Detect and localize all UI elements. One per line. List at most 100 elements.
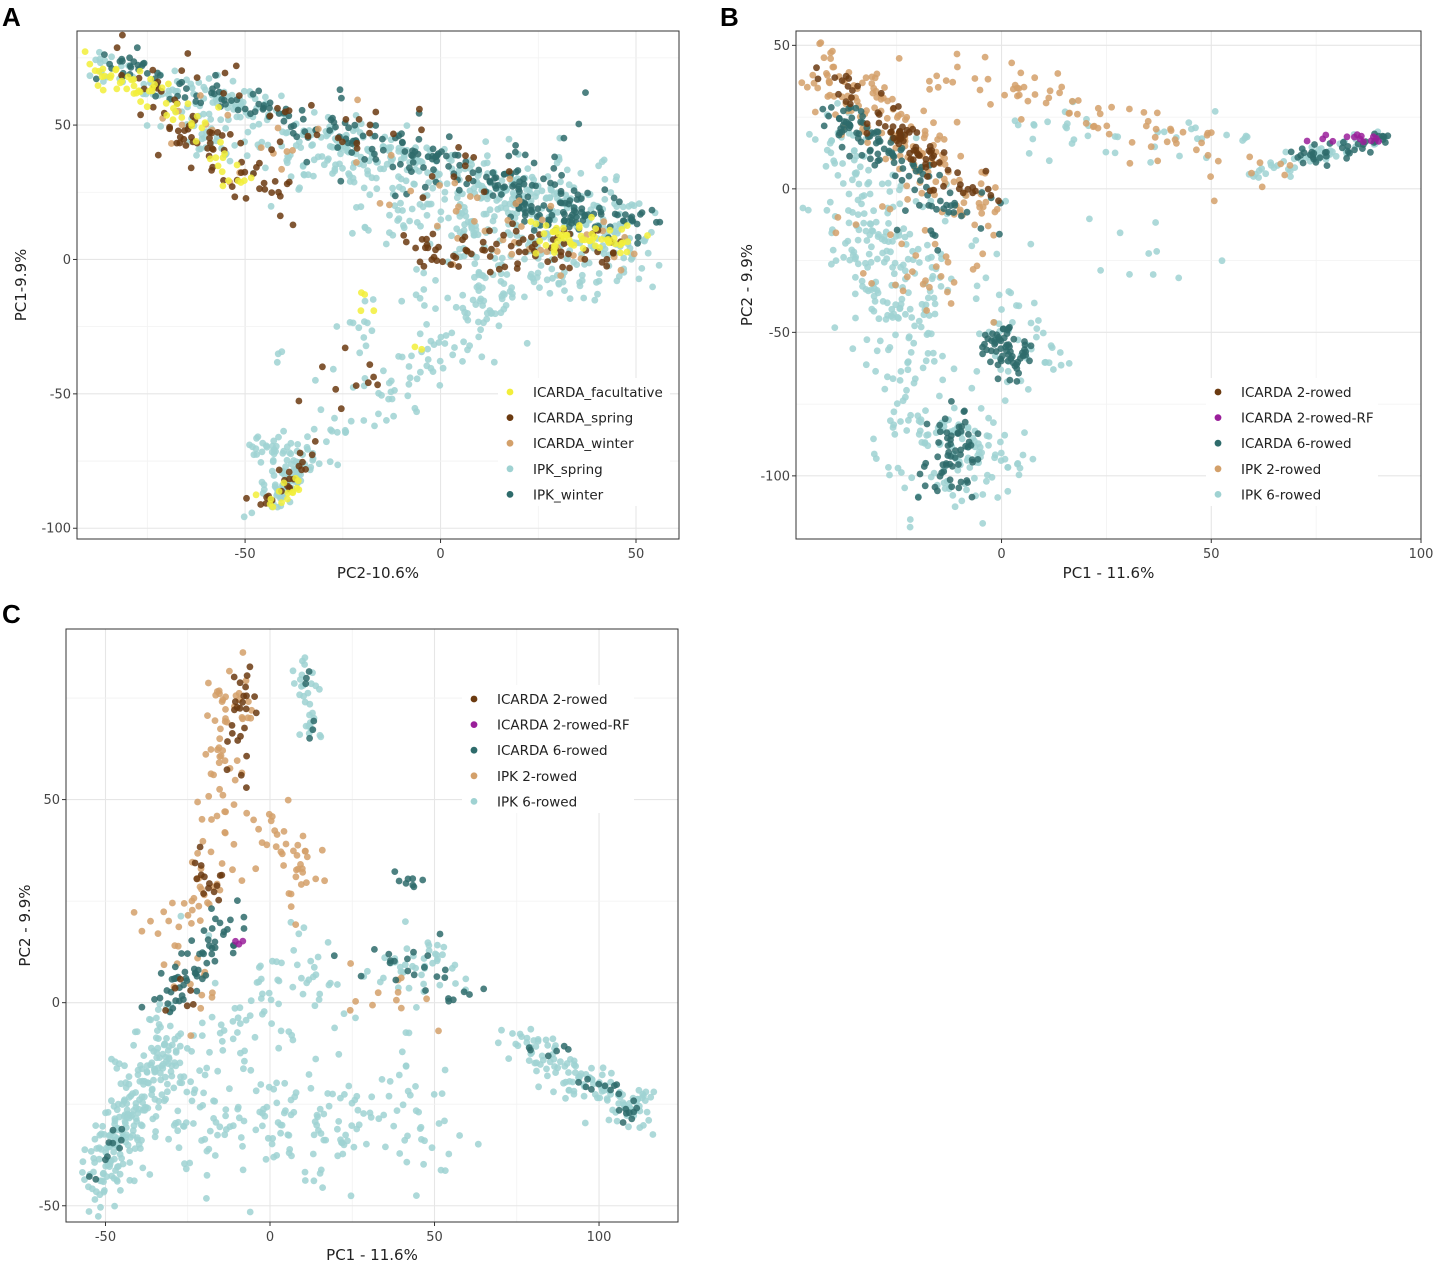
legend-key: [470, 695, 478, 703]
data-point-ipk-6-rowed: [186, 1159, 194, 1167]
data-point-ipk-2-rowed: [243, 809, 251, 817]
data-point-icarda-facultative: [560, 224, 567, 232]
data-point-ipk-spring: [243, 152, 251, 160]
data-point-ipk-winter: [516, 188, 523, 196]
data-point-icarda-winter: [178, 121, 186, 129]
data-point-ipk-6-rowed: [151, 1095, 159, 1103]
data-point-ipk-6-rowed: [1039, 329, 1047, 337]
data-point-ipk-2-rowed: [147, 917, 154, 925]
data-point-icarda-6-rowed: [303, 674, 310, 682]
data-point-ipk-spring: [405, 380, 413, 388]
data-point-icarda-winter: [376, 200, 384, 207]
legend-key: [470, 721, 478, 728]
data-point-ipk-6-rowed: [565, 1069, 572, 1076]
data-point-ipk-6-rowed: [1267, 159, 1274, 167]
legend-label: IPK 2-rowed: [1241, 462, 1321, 478]
data-point-icarda-6-rowed: [391, 868, 399, 875]
data-point-ipk-2-rowed: [987, 101, 994, 108]
data-point-ipk-spring: [471, 260, 479, 268]
data-point-ipk-6-rowed: [353, 1125, 361, 1133]
data-point-ipk-winter: [561, 210, 568, 218]
panel-a: A-50 0 50-100-50050PC2-10.6%PC1-9.9%ICARDA…: [2, 2, 680, 582]
data-point-ipk-6-rowed: [976, 330, 983, 338]
data-point-icarda-facultative: [540, 230, 548, 238]
data-point-ipk-6-rowed: [399, 1101, 407, 1109]
data-point-ipk-6-rowed: [113, 1065, 121, 1072]
data-point-ipk-6-rowed: [997, 449, 1005, 457]
data-point-ipk-2-rowed: [1193, 146, 1200, 154]
data-point-ipk-winter: [512, 142, 519, 149]
data-point-ipk-2-rowed: [273, 831, 281, 838]
data-point-ipk-spring: [468, 223, 475, 231]
data-point-ipk-6-rowed: [903, 427, 911, 434]
data-point-icarda-spring: [209, 146, 217, 153]
data-point-ipk-winter: [249, 90, 257, 98]
data-point-icarda-spring: [206, 139, 214, 147]
data-point-ipk-winter: [521, 151, 529, 159]
data-point-ipk-6-rowed: [873, 347, 881, 355]
data-point-ipk-6-rowed: [360, 1110, 367, 1117]
data-point-icarda-6-rowed: [936, 428, 944, 436]
data-point-ipk-spring: [479, 302, 486, 309]
data-point-icarda-6-rowed: [436, 930, 444, 938]
data-point-ipk-6-rowed: [174, 1032, 182, 1040]
data-point-ipk-6-rowed: [307, 957, 315, 965]
data-point-icarda-6-rowed: [208, 925, 216, 932]
data-point-ipk-6-rowed: [163, 1035, 170, 1042]
data-point-icarda-winter: [283, 148, 291, 155]
data-point-ipk-6-rowed: [1255, 174, 1262, 181]
data-point-ipk-spring: [253, 451, 261, 458]
data-point-ipk-spring: [538, 187, 546, 195]
data-point-icarda-spring: [235, 92, 243, 99]
data-point-ipk-6-rowed: [263, 1103, 271, 1111]
data-point-ipk-2-rowed: [862, 74, 870, 82]
data-point-ipk-6-rowed: [317, 733, 325, 741]
data-point-ipk-winter: [443, 152, 450, 160]
data-point-icarda-spring: [488, 245, 495, 253]
data-point-ipk-spring: [563, 166, 571, 174]
data-point-icarda-2-rowed: [223, 766, 231, 774]
data-point-icarda-6-rowed: [981, 331, 989, 339]
data-point-ipk-6-rowed: [1258, 165, 1265, 173]
data-point-ipk-2-rowed: [292, 873, 300, 881]
data-point-icarda-facultative: [586, 237, 594, 245]
data-point-ipk-6-rowed: [452, 980, 459, 987]
data-point-ipk-2-rowed: [990, 231, 998, 239]
data-point-ipk-6-rowed: [893, 400, 901, 407]
data-point-icarda-6-rowed: [946, 189, 954, 197]
data-point-ipk-6-rowed: [577, 1070, 585, 1078]
data-point-ipk-6-rowed: [918, 439, 926, 446]
data-point-ipk-6-rowed: [1116, 229, 1124, 237]
data-point-icarda-winter: [508, 250, 516, 258]
data-point-icarda-facultative: [206, 155, 214, 163]
data-point-ipk-2-rowed: [252, 865, 260, 873]
data-point-ipk-6-rowed: [866, 220, 874, 228]
data-point-ipk-6-rowed: [438, 1090, 446, 1097]
data-point-ipk-2-rowed: [827, 55, 834, 62]
data-point-icarda-spring: [274, 104, 281, 112]
data-point-icarda-spring: [149, 66, 157, 74]
data-point-ipk-6-rowed: [166, 1022, 174, 1030]
data-point-ipk-6-rowed: [218, 1037, 226, 1045]
data-point-ipk-winter: [634, 233, 642, 241]
data-point-ipk-2-rowed: [1128, 139, 1136, 146]
data-point-ipk-6-rowed: [544, 1042, 552, 1049]
data-point-ipk-2-rowed: [977, 180, 985, 188]
data-point-icarda-6-rowed: [601, 1082, 609, 1090]
data-point-ipk-6-rowed: [134, 1066, 142, 1074]
data-point-ipk-6-rowed: [277, 1027, 285, 1035]
data-point-ipk-6-rowed: [850, 248, 858, 256]
data-point-ipk-spring: [546, 289, 554, 297]
data-point-ipk-6-rowed: [176, 1079, 184, 1087]
data-point-ipk-spring: [578, 271, 586, 279]
data-point-ipk-6-rowed: [131, 1145, 139, 1152]
data-point-icarda-spring: [206, 128, 214, 136]
data-point-ipk-2-rowed: [292, 921, 300, 928]
data-point-ipk-6-rowed: [116, 1170, 124, 1178]
data-point-icarda-2-rowed: [243, 672, 251, 679]
data-point-ipk-6-rowed: [1218, 257, 1226, 265]
data-point-ipk-winter: [560, 134, 568, 142]
data-point-ipk-2-rowed: [921, 131, 929, 139]
data-point-icarda-spring: [370, 373, 377, 381]
data-point-icarda-spring: [260, 179, 268, 187]
